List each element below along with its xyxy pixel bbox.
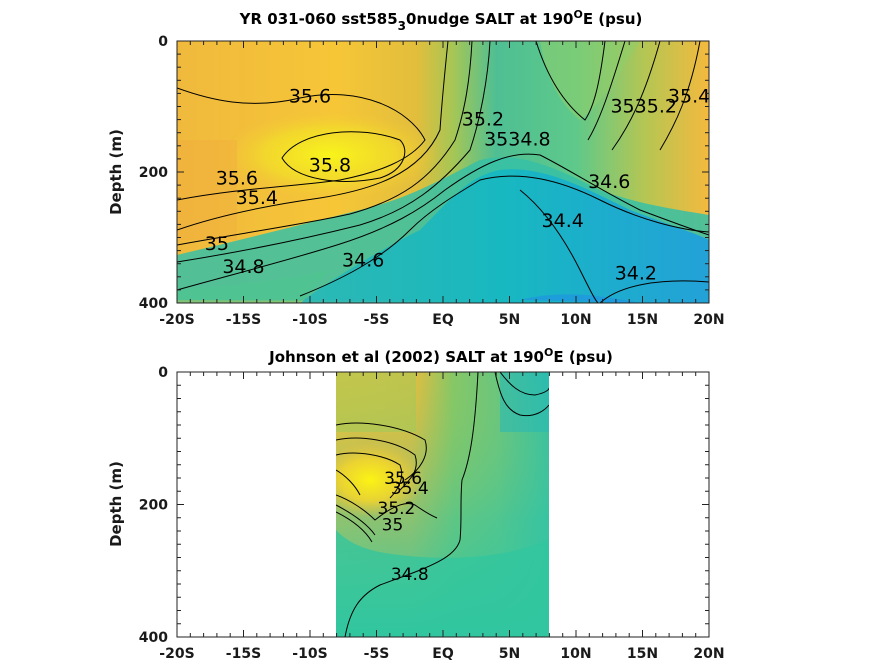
j-contour-right-1	[494, 372, 549, 417]
x-tick-label: EQ	[432, 312, 454, 328]
j-contour-right-2	[499, 372, 549, 396]
y-tick-label: 0	[158, 34, 168, 50]
contour-label: 35.4	[236, 187, 278, 209]
contour-35-2-right	[611, 41, 661, 151]
panel-1-title-rest: 0nudge SALT at 190	[406, 10, 573, 28]
y-tick-label: 200	[139, 165, 168, 181]
panel-2: Johnson et al (2002) SALT at 190OE (psu)…	[107, 346, 725, 662]
y-tick-label: 0	[158, 365, 168, 381]
panel-1-field	[177, 41, 709, 303]
panel-2-y-label: Depth (m)	[107, 461, 125, 547]
contour-label: 35.6	[216, 168, 258, 190]
panel-1-title-subscript: 3	[398, 19, 406, 33]
panel-1-title: YR 031-060 sst58530nudge SALT at 190OE (…	[239, 8, 643, 33]
x-tick-label: -10S	[292, 646, 327, 662]
x-tick-label: 5N	[499, 646, 520, 662]
contour-35-4	[177, 41, 449, 231]
contour-label: 35.6	[289, 86, 331, 108]
x-tick-label: 10N	[560, 646, 591, 662]
j-contour-2	[336, 437, 417, 491]
contour-34-6	[299, 175, 709, 297]
panel-1-title-superscript: O	[573, 8, 582, 21]
x-tick-label: 15N	[627, 312, 658, 328]
contour-upper-mid	[535, 41, 606, 121]
contour-label: 35.4	[668, 86, 710, 108]
contour-35-8	[281, 131, 406, 182]
j-contour-1	[336, 422, 427, 481]
panel-1-x-axis: -20S -15S -10S -5S EQ 5N 10N 15N 20N	[159, 41, 725, 328]
panel-2-y-axis: 0 200 400	[139, 365, 709, 646]
x-tick-label: -5S	[364, 646, 390, 662]
j-contour-6	[336, 511, 373, 543]
j-contour-4	[336, 494, 438, 521]
contour-label: 34.8	[222, 256, 264, 278]
contour-label: 35	[382, 515, 404, 535]
contour-34-8	[177, 153, 709, 291]
x-tick-label: 20N	[693, 646, 724, 662]
panel-2-title-main: Johnson et al (2002) SALT at 190	[268, 348, 544, 366]
x-tick-label: -5S	[364, 312, 390, 328]
contour-35-4-right	[659, 41, 701, 151]
contour-35	[177, 41, 491, 263]
y-tick-label: 400	[139, 296, 168, 312]
x-tick-label: -20S	[159, 646, 194, 662]
contour-35-2	[177, 41, 473, 246]
panel-1: YR 031-060 sst58530nudge SALT at 190OE (…	[107, 8, 725, 328]
contour-label: 34.6	[342, 249, 384, 271]
panel-2-title: Johnson et al (2002) SALT at 190OE (psu)	[268, 346, 613, 366]
panel-1-contours	[177, 41, 709, 303]
j-contour-348	[344, 372, 479, 637]
contour-label: 35.2	[378, 499, 416, 519]
j-contour-3	[336, 452, 403, 499]
x-tick-label: 5N	[499, 312, 520, 328]
contour-label: 35.6	[384, 469, 422, 489]
panel-2-contours	[336, 372, 549, 637]
contour-label: 34.4	[542, 210, 584, 232]
x-tick-label: EQ	[432, 646, 454, 662]
contour-label: 35.2	[462, 109, 504, 131]
contour-34-2	[599, 280, 709, 303]
panel-2-x-axis: -20S -15S -10S -5S EQ 5N 10N 15N 20N	[159, 372, 725, 662]
panel-1-y-label: Depth (m)	[107, 129, 125, 215]
contour-label: 35.2	[635, 96, 677, 118]
contour-35-right	[587, 41, 626, 141]
x-tick-label: -15S	[226, 312, 261, 328]
x-tick-label: -10S	[292, 312, 327, 328]
x-tick-label: 15N	[627, 646, 658, 662]
x-tick-label: -20S	[159, 312, 194, 328]
contour-label: 35	[610, 96, 634, 118]
panel-1-y-axis: 0 200 400	[139, 34, 709, 312]
contour-label: 34.2	[615, 263, 657, 285]
x-tick-label: 20N	[693, 312, 724, 328]
contour-35-6	[177, 87, 426, 201]
contour-label: 34.6	[588, 171, 630, 193]
contour-label: 35	[205, 233, 229, 255]
contour-label: 35.8	[309, 154, 351, 176]
panel-2-title-end: E (psu)	[553, 348, 613, 366]
x-tick-label: 10N	[560, 312, 591, 328]
panel-2-title-superscript: O	[544, 346, 553, 359]
panel-1-title-main: YR 031-060 sst585	[239, 10, 398, 28]
contour-label: 34.8	[508, 128, 550, 150]
contour-label: 34.8	[391, 565, 429, 585]
j-contour-lower-left	[336, 469, 361, 496]
y-tick-label: 400	[139, 630, 168, 646]
contour-label: 35.4	[391, 479, 429, 499]
panel-2-field	[336, 372, 549, 637]
x-tick-label: -15S	[226, 646, 261, 662]
j-contour-5	[336, 504, 376, 536]
panel-1-title-end: E (psu)	[583, 10, 643, 28]
y-tick-label: 200	[139, 498, 168, 514]
contour-label: 35	[484, 128, 508, 150]
contour-34-4	[519, 189, 599, 303]
